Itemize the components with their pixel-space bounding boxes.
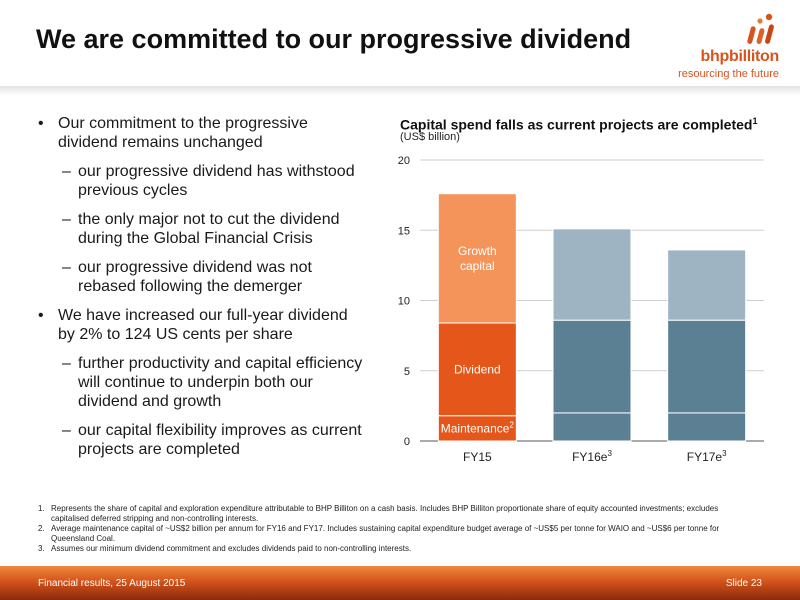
logo-mark-icon bbox=[747, 13, 774, 44]
x-tick-label: FY16e3 bbox=[572, 449, 612, 464]
dash-icon: – bbox=[62, 163, 71, 180]
dash-icon: – bbox=[62, 211, 71, 228]
slide-number: Slide 23 bbox=[725, 578, 762, 589]
sub-bullet-item: – the only major not to cut the dividend… bbox=[38, 210, 368, 248]
footnote: 3. Assumes our minimum dividend commitmen… bbox=[38, 544, 758, 554]
chart-title-text: Capital spend falls as current projects … bbox=[400, 116, 753, 133]
bar-segment bbox=[667, 412, 747, 442]
segment-label: capital bbox=[460, 259, 495, 273]
bullet-item: • Our commitment to the progressive divi… bbox=[38, 114, 368, 152]
sub-bullet-item: – our capital flexibility improves as cu… bbox=[38, 421, 368, 459]
sub-bullet-text: our progressive dividend was not rebased… bbox=[78, 259, 312, 295]
footnote-number: 1. bbox=[38, 504, 45, 513]
logo-tagline: resourcing the future bbox=[678, 68, 779, 80]
bar-segment bbox=[667, 249, 747, 321]
segment-label: Dividend bbox=[454, 362, 501, 376]
bar-segment bbox=[437, 193, 517, 324]
footnote-number: 3. bbox=[38, 544, 45, 553]
footer-bar: Financial results, 25 August 2015 Slide … bbox=[0, 566, 800, 600]
footnote-number: 2. bbox=[38, 524, 45, 533]
y-tick-label: 10 bbox=[398, 296, 410, 308]
sub-bullet-text: our capital flexibility improves as curr… bbox=[78, 422, 362, 458]
bar-segment bbox=[552, 412, 632, 442]
bar-segment bbox=[437, 415, 517, 442]
footnote-text: Represents the share of capital and expl… bbox=[51, 504, 719, 523]
capital-spend-chart: 0 5 10 15 20 FY15 FY16e3 FY17e3 Maintenance2 Divi… bbox=[398, 155, 764, 464]
bullet-list: • Our commitment to the progressive divi… bbox=[38, 114, 368, 469]
logo-wordmark: bhpbilliton bbox=[700, 48, 780, 65]
bar-segment bbox=[552, 228, 632, 321]
segment-label: Maintenance2 bbox=[441, 420, 515, 435]
chart-subtitle: (US$ billion) bbox=[400, 131, 460, 143]
sub-bullet-text: the only major not to cut the dividend d… bbox=[78, 211, 340, 247]
sub-bullet-text: our progressive dividend has withstood p… bbox=[78, 163, 355, 199]
x-tick-label: FY15 bbox=[463, 450, 492, 464]
y-tick-label: 20 bbox=[398, 155, 410, 167]
sub-bullet-item: – our progressive dividend was not rebas… bbox=[38, 258, 368, 296]
header-divider bbox=[0, 86, 800, 96]
page-title: We are committed to our progressive divi… bbox=[36, 24, 632, 54]
sub-bullet-item: – further productivity and capital effic… bbox=[38, 354, 368, 411]
company-logo: bhpbilliton resourcing the future bbox=[678, 12, 781, 82]
bar-segment bbox=[437, 322, 517, 417]
y-tick-label: 0 bbox=[404, 436, 410, 448]
y-tick-label: 15 bbox=[398, 225, 410, 237]
dash-icon: – bbox=[62, 259, 71, 276]
bar-segment bbox=[552, 319, 632, 414]
segment-label: Growth bbox=[458, 244, 497, 258]
chart-title-note: 1 bbox=[752, 116, 758, 126]
y-tick-label: 5 bbox=[404, 366, 410, 378]
bullet-dot-icon: • bbox=[38, 115, 44, 132]
bar-segment bbox=[667, 319, 747, 414]
footnote: 2. Average maintenance capital of ~US$2 b… bbox=[38, 524, 758, 544]
footnote-text: Average maintenance capital of ~US$2 bil… bbox=[51, 524, 720, 543]
footer-date: Financial results, 25 August 2015 bbox=[38, 578, 186, 589]
bullet-dot-icon: • bbox=[38, 307, 44, 324]
footnotes: 1. Represents the share of capital and ex… bbox=[38, 504, 758, 554]
bullet-item: • We have increased our full-year divide… bbox=[38, 306, 368, 344]
footnote-text: Assumes our minimum dividend commitment … bbox=[51, 544, 412, 553]
x-tick-label: FY17e3 bbox=[687, 449, 727, 464]
bullet-text: Our commitment to the progressive divide… bbox=[58, 115, 308, 151]
dash-icon: – bbox=[62, 422, 71, 439]
dash-icon: – bbox=[62, 355, 71, 372]
chart-title: Capital spend falls as current projects … bbox=[400, 116, 757, 133]
sub-bullet-item: – our progressive dividend has withstood… bbox=[38, 162, 368, 200]
bullet-text: We have increased our full-year dividend… bbox=[58, 307, 348, 343]
footnote: 1. Represents the share of capital and ex… bbox=[38, 504, 758, 524]
sub-bullet-text: further productivity and capital efficie… bbox=[78, 355, 363, 410]
